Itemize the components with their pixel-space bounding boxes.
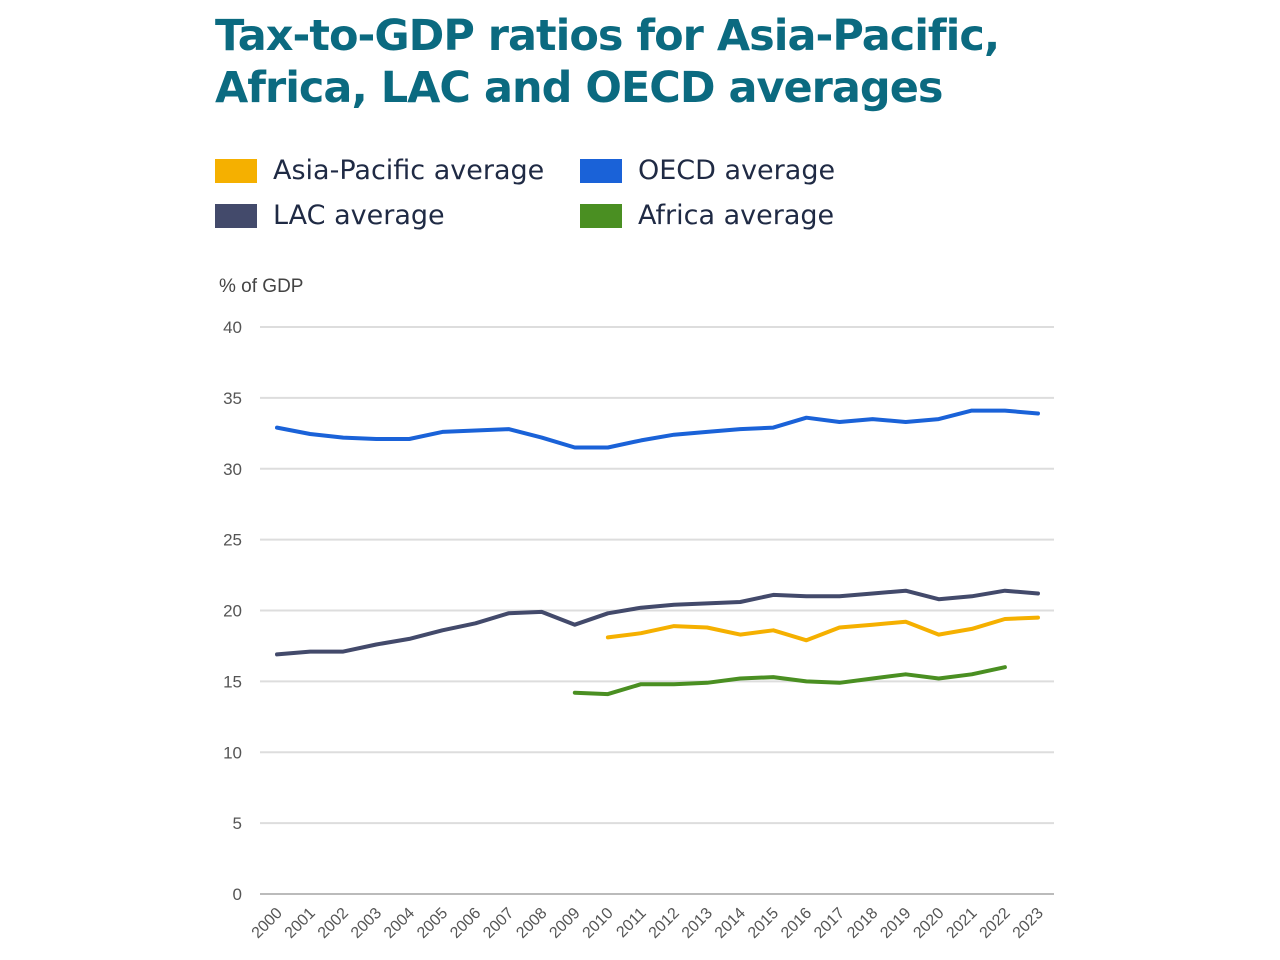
x-tick-label: 2006 xyxy=(447,905,484,942)
y-tick-label: 10 xyxy=(223,743,242,762)
y-tick-label: 5 xyxy=(233,814,242,833)
y-tick-label: 0 xyxy=(233,885,242,904)
x-tick-label: 2012 xyxy=(646,905,683,942)
x-tick-label: 2020 xyxy=(910,905,947,942)
series-line-africa-average xyxy=(572,665,1007,697)
x-tick-label: 2011 xyxy=(613,905,649,941)
legend-item-asia-pacific: Asia-Pacific average xyxy=(215,155,544,186)
x-tick-label: 2007 xyxy=(480,905,517,942)
legend-swatch xyxy=(215,158,257,183)
x-tick-label: 2000 xyxy=(249,905,286,942)
x-tick-label: 2022 xyxy=(977,905,1014,942)
legend-swatch xyxy=(580,203,622,228)
x-tick-label: 2009 xyxy=(546,905,583,942)
legend-label: OECD average xyxy=(638,155,836,186)
chart-title: Tax-to-GDP ratios for Asia-Pacific, Afri… xyxy=(215,11,1000,113)
y-tick-label: 30 xyxy=(223,460,242,479)
x-tick-label: 2013 xyxy=(679,905,716,942)
legend-swatch xyxy=(580,158,622,183)
x-tick-label: 2023 xyxy=(1010,905,1047,942)
x-tick-label: 2017 xyxy=(811,905,848,942)
x-tick-label: 2010 xyxy=(580,905,617,942)
legend-item-africa: Africa average xyxy=(580,200,834,231)
x-tick-label: 2004 xyxy=(381,905,418,942)
x-tick-label: 2021 xyxy=(943,905,980,942)
legend-swatch xyxy=(215,203,257,228)
legend-label: Asia-Pacific average xyxy=(273,155,545,186)
series-line-oecd-average xyxy=(275,408,1040,450)
legend-item-lac: LAC average xyxy=(215,200,445,231)
x-tick-label: 2014 xyxy=(712,905,749,942)
x-tick-label: 2001 xyxy=(282,905,319,942)
y-tick-label: 15 xyxy=(223,672,242,691)
x-tick-label: 2008 xyxy=(513,905,550,942)
y-axis-label: % of GDP xyxy=(219,276,303,297)
x-tick-label: 2003 xyxy=(348,905,385,942)
x-tick-label: 2005 xyxy=(414,905,451,942)
y-tick-label: 35 xyxy=(223,389,242,408)
x-tick-label: 2019 xyxy=(877,905,914,942)
legend-item-oecd: OECD average xyxy=(580,155,835,186)
series-line-lac-average xyxy=(275,588,1040,657)
x-tick-label: 2018 xyxy=(844,905,881,942)
y-tick-label: 25 xyxy=(223,531,242,550)
x-tick-label: 2002 xyxy=(315,905,352,942)
x-tick-label: 2015 xyxy=(745,905,782,942)
x-tick-label: 2016 xyxy=(778,905,815,942)
series-line-asia-pacific-average xyxy=(605,615,1040,643)
y-tick-label: 40 xyxy=(223,318,242,337)
y-tick-label: 20 xyxy=(223,602,242,621)
legend-label: LAC average xyxy=(273,200,445,231)
legend-label: Africa average xyxy=(638,200,835,231)
